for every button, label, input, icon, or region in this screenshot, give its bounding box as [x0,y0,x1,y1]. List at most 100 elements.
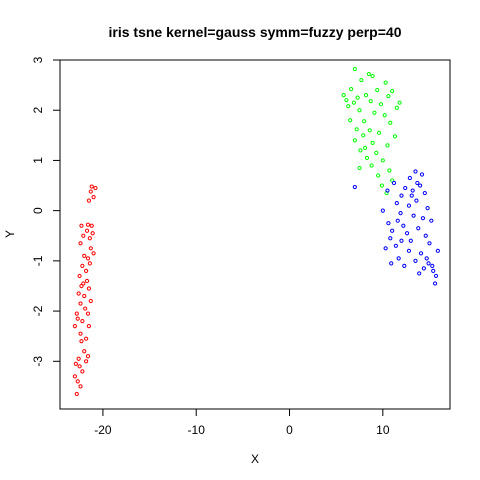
data-point-series-2 [376,173,381,178]
data-point-series-2 [357,108,362,113]
y-axis-label: Y [3,230,17,238]
data-point-series-2 [372,110,377,115]
data-point-series-2 [376,130,382,135]
data-point-series-2 [387,168,392,173]
data-point-series-2 [362,119,367,124]
data-point-series-2 [344,98,349,103]
data-point-series-1 [88,298,93,304]
data-point-series-3 [433,273,439,279]
data-point-series-2 [394,105,399,110]
data-point-series-2 [363,93,369,98]
data-point-series-3 [408,238,413,243]
data-point-series-3 [401,223,406,228]
data-point-series-2 [352,138,357,143]
data-point-series-3 [429,218,434,223]
data-point-series-3 [385,188,390,193]
data-point-series-3 [399,193,404,198]
data-point-series-1 [72,374,78,379]
data-point-series-1 [84,336,89,341]
data-point-series-1 [80,263,85,268]
data-point-series-3 [388,236,393,241]
data-point-series-2 [354,127,359,132]
data-point-series-3 [422,190,427,196]
data-point-series-2 [346,104,351,109]
data-point-series-2 [392,134,398,139]
data-point-series-1 [85,354,91,359]
data-point-series-3 [407,175,412,181]
data-point-series-1 [84,278,90,284]
data-point-series-2 [397,100,402,105]
data-point-series-3 [394,201,399,206]
data-point-series-1 [88,189,93,194]
data-point-series-3 [380,208,385,213]
data-point-series-2 [369,163,374,168]
x-tick-label: 0 [286,423,293,437]
data-point-series-3 [430,263,435,268]
data-point-series-1 [78,331,83,336]
chart-title: iris tsne kernel=gauss symm=fuzzy perp=4… [109,24,402,40]
data-point-series-2 [388,120,393,125]
data-point-series-3 [432,281,438,286]
data-point-series-1 [77,273,82,279]
data-point-series-1 [81,281,86,286]
data-point-series-3 [406,203,412,208]
data-point-series-2 [368,99,373,104]
data-point-series-1 [82,253,87,258]
y-tick-label: -3 [31,356,45,367]
data-point-series-3 [395,218,400,223]
data-point-series-1 [80,369,85,374]
data-point-series-1 [72,324,78,329]
data-point-series-1 [93,185,98,191]
data-point-series-2 [382,113,387,118]
data-point-series-2 [378,102,384,107]
data-point-series-2 [380,158,385,163]
data-point-series-3 [419,172,425,177]
y-tick-label: -1 [31,255,45,266]
data-point-series-3 [414,198,419,203]
y-tick-label: -2 [31,305,45,316]
data-point-series-1 [82,293,87,299]
data-point-series-1 [75,316,80,321]
x-tick-label: -20 [94,423,112,437]
data-point-series-2 [355,95,360,100]
data-point-series-3 [425,206,430,211]
data-point-series-3 [418,183,423,188]
data-point-series-3 [417,271,422,276]
data-point-series-3 [383,246,388,251]
data-point-series-1 [84,359,89,364]
data-point-series-3 [424,256,429,261]
data-point-series-3 [398,211,403,216]
data-point-series-1 [74,391,79,397]
data-point-series-1 [91,194,96,200]
data-point-series-2 [386,94,391,99]
data-point-series-3 [431,268,436,274]
data-point-series-3 [391,180,397,186]
data-point-series-3 [423,233,428,238]
data-point-series-2 [383,80,388,85]
data-point-series-1 [77,364,82,369]
x-tick-label: 10 [376,423,390,437]
data-point-series-3 [415,180,420,186]
data-point-series-1 [78,301,83,306]
data-point-series-2 [367,128,372,133]
data-point-series-2 [349,87,354,92]
y-tick-label: 2 [31,107,45,114]
data-point-series-2 [361,133,366,138]
data-point-series-3 [435,248,440,253]
x-axis: -20 -10 0 10 [94,408,390,437]
data-point-series-1 [89,184,94,189]
data-point-series-1 [91,251,96,256]
data-point-series-2 [366,71,371,77]
data-point-series-1 [80,319,85,324]
data-point-series-1 [86,286,92,291]
data-point-series-1 [75,379,80,384]
data-point-series-2 [379,183,384,188]
data-point-series-3 [402,263,407,268]
data-point-series-1 [87,236,92,241]
data-point-series-3 [410,188,415,193]
data-point-series-1 [89,223,94,228]
data-point-series-3 [389,261,394,266]
data-point-series-1 [78,241,83,246]
data-point-series-1 [73,361,78,366]
data-point-series-3 [404,231,410,236]
